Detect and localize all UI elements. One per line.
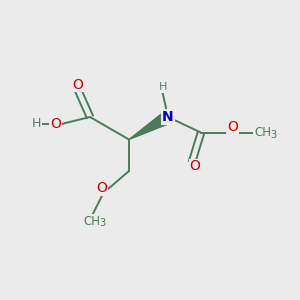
Text: CH: CH [83, 214, 100, 228]
Text: O: O [97, 182, 107, 195]
Text: O: O [190, 160, 200, 173]
Text: 3: 3 [99, 218, 105, 229]
Text: O: O [50, 117, 61, 130]
Text: N: N [162, 110, 174, 124]
Text: H: H [32, 117, 41, 130]
Text: ·: · [41, 118, 45, 132]
Text: O: O [227, 120, 238, 134]
Text: H: H [159, 82, 168, 92]
Polygon shape [129, 111, 171, 140]
Text: O: O [73, 78, 83, 92]
Text: 3: 3 [270, 130, 276, 140]
Text: CH: CH [254, 126, 271, 139]
